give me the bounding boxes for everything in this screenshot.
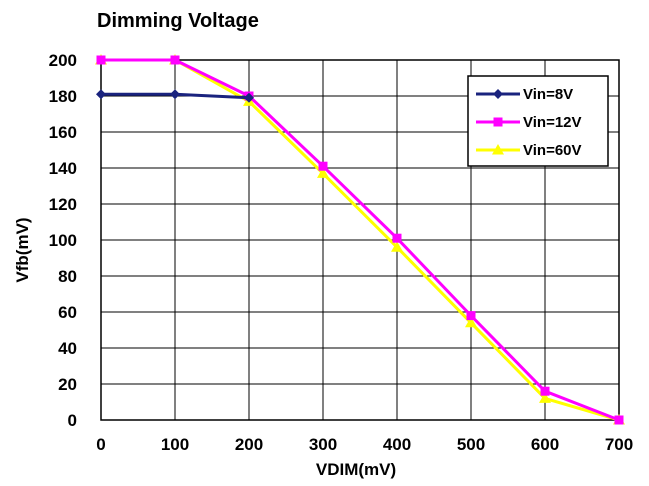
series-vin-8v bbox=[96, 89, 254, 103]
data-point-vin-60v bbox=[317, 167, 329, 178]
legend-marker bbox=[492, 144, 504, 155]
y-tick-label: 140 bbox=[49, 159, 77, 178]
y-tick-label: 20 bbox=[58, 375, 77, 394]
data-point-vin-60v bbox=[391, 241, 403, 252]
legend-label: Vin=8V bbox=[523, 86, 573, 103]
x-axis-label: VDIM(mV) bbox=[316, 460, 396, 479]
y-tick-label: 160 bbox=[49, 123, 77, 142]
series-layer bbox=[95, 54, 625, 425]
y-tick-label: 200 bbox=[49, 51, 77, 70]
x-tick-label: 500 bbox=[457, 435, 485, 454]
y-tick-label: 0 bbox=[68, 411, 77, 430]
data-point-vin-8v bbox=[96, 89, 106, 100]
series-vin-12v bbox=[96, 55, 624, 425]
data-point-vin-8v bbox=[244, 92, 254, 103]
data-point-vin-8v bbox=[170, 89, 180, 100]
y-tick-label: 180 bbox=[49, 87, 77, 106]
y-tick-label: 60 bbox=[58, 303, 77, 322]
x-tick-labels: 0 100 200 300 400 500 600 700 bbox=[96, 435, 633, 454]
y-tick-label: 80 bbox=[58, 267, 77, 286]
data-point-vin-12v bbox=[96, 55, 106, 65]
x-tick-label: 600 bbox=[531, 435, 559, 454]
legend-label: Vin=12V bbox=[523, 114, 582, 131]
y-axis-label: Vfb(mV) bbox=[13, 217, 32, 282]
data-point-vin-12v bbox=[540, 386, 550, 396]
x-tick-label: 400 bbox=[383, 435, 411, 454]
legend-item-vin-8v: Vin=8V bbox=[476, 86, 573, 103]
data-point-vin-12v bbox=[170, 55, 180, 65]
y-tick-label: 100 bbox=[49, 231, 77, 250]
y-tick-label: 40 bbox=[58, 339, 77, 358]
legend-marker bbox=[493, 89, 503, 99]
legend-item-vin-60v: Vin=60V bbox=[476, 142, 582, 159]
x-tick-label: 200 bbox=[235, 435, 263, 454]
x-tick-label: 300 bbox=[309, 435, 337, 454]
legend: Vin=8V Vin=12V Vin=60V bbox=[467, 75, 609, 167]
y-tick-labels: 0 20 40 60 80 100 120 140 160 180 200 bbox=[49, 51, 77, 430]
data-point-vin-12v bbox=[392, 233, 402, 243]
x-tick-label: 100 bbox=[161, 435, 189, 454]
chart-title: Dimming Voltage bbox=[97, 10, 259, 32]
data-point-vin-12v bbox=[466, 311, 476, 321]
y-tick-label: 120 bbox=[49, 195, 77, 214]
x-tick-label: 0 bbox=[96, 435, 105, 454]
data-point-vin-60v bbox=[465, 316, 477, 328]
data-point-vin-12v bbox=[614, 415, 624, 425]
series-line-vin-12v bbox=[101, 58, 620, 422]
legend-item-vin-12v: Vin=12V bbox=[476, 114, 582, 131]
legend-marker bbox=[493, 117, 503, 127]
data-point-vin-60v bbox=[539, 392, 551, 403]
legend-label: Vin=60V bbox=[523, 142, 582, 159]
data-point-vin-12v bbox=[318, 161, 328, 171]
x-tick-label: 700 bbox=[605, 435, 633, 454]
